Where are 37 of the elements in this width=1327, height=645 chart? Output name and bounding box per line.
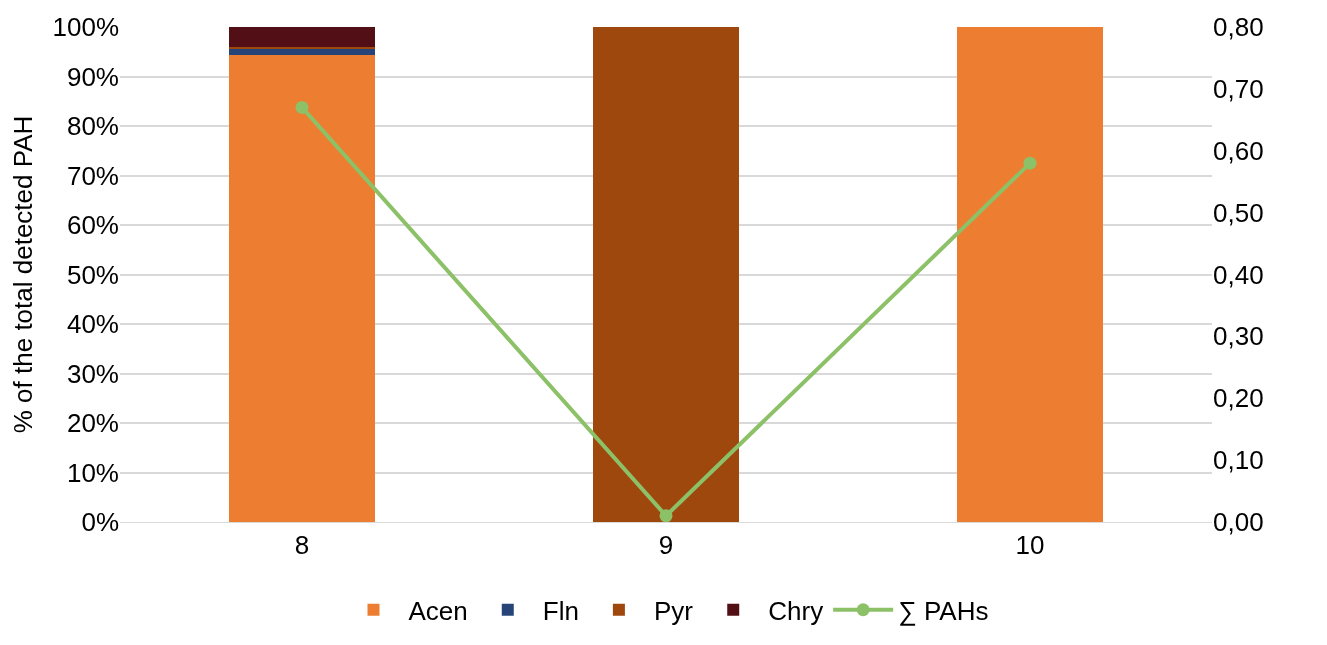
y-axis-title: % of the total detected PAH xyxy=(7,115,38,434)
y-tick-label: 30% xyxy=(66,358,119,389)
y2-tick-label: 0,80 xyxy=(1213,12,1264,43)
x-tick-label: 10 xyxy=(1015,530,1045,561)
y-tick-label: 80% xyxy=(66,111,119,142)
y2-tick-label: 0,10 xyxy=(1213,445,1264,476)
bar xyxy=(957,27,1103,522)
y-tick-label: 20% xyxy=(66,408,119,439)
y-tick-label: 0% xyxy=(81,507,119,538)
y2-tick-label: 0,20 xyxy=(1213,383,1264,414)
point xyxy=(659,509,673,522)
y-tick-label: 40% xyxy=(66,309,119,340)
legend-label: Pyr xyxy=(653,595,694,626)
y2-tick-label: 0,60 xyxy=(1213,135,1264,166)
legend-label: Fln xyxy=(542,595,579,626)
y-tick-label: 50% xyxy=(66,259,119,290)
y2-tick-label: 0,70 xyxy=(1213,73,1264,104)
y-tick-label: 60% xyxy=(66,210,119,241)
y-tick-label: 90% xyxy=(66,61,119,92)
point xyxy=(1023,156,1037,170)
x-tick-label: 8 xyxy=(294,530,310,561)
x-tick-label: 9 xyxy=(658,530,674,561)
legend-label: Acen xyxy=(408,595,468,626)
y-tick-label: 100% xyxy=(52,12,119,43)
y-tick-label: 70% xyxy=(66,160,119,191)
bar xyxy=(229,27,375,47)
y2-tick-label: 0,30 xyxy=(1213,321,1264,352)
bar xyxy=(229,54,375,522)
y2-tick-label: 0,50 xyxy=(1213,197,1264,228)
y2-tick-label: 0,00 xyxy=(1213,507,1264,538)
bar xyxy=(593,27,739,522)
y-tick-label: 10% xyxy=(66,457,119,488)
legend-label: Chry xyxy=(768,595,824,626)
legend-label: ∑ PAHs xyxy=(898,595,989,626)
bar xyxy=(229,49,375,55)
point xyxy=(295,100,309,114)
y2-tick-label: 0,40 xyxy=(1213,259,1264,290)
